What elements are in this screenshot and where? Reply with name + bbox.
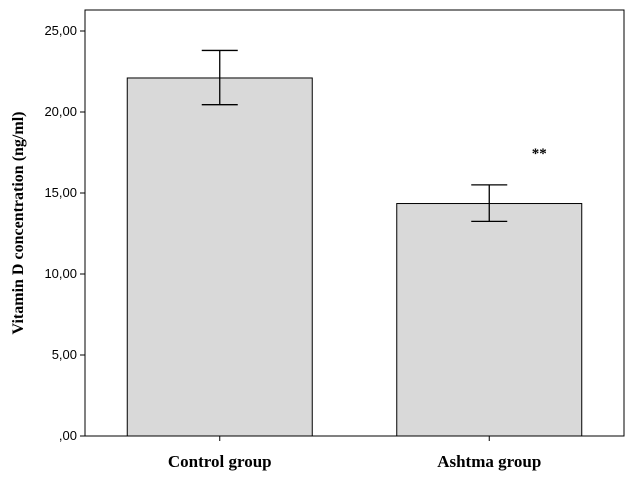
y-tick-label: 10,00	[44, 266, 77, 281]
x-axis-ticks: Control group Ashtma group	[168, 436, 541, 471]
annotations: **	[532, 146, 547, 162]
y-axis-title: Vitamin D concentration (ng/ml)	[10, 112, 27, 335]
bar	[396, 203, 583, 437]
y-tick-label: 20,00	[44, 104, 77, 119]
y-tick-label: 15,00	[44, 185, 77, 200]
x-tick-label: Ashtma group	[437, 452, 541, 471]
bar	[126, 77, 313, 437]
bars	[126, 77, 583, 437]
y-tick-label: 25,00	[44, 23, 77, 38]
x-tick-label: Control group	[168, 452, 272, 471]
y-tick-label: ,00	[59, 428, 77, 443]
significance-annotation: **	[532, 146, 547, 162]
y-axis-ticks: ,00 5,00 10,00 15,00 20,00 25,00	[44, 23, 85, 443]
y-tick-label: 5,00	[52, 347, 77, 362]
error-bars	[201, 49, 508, 223]
